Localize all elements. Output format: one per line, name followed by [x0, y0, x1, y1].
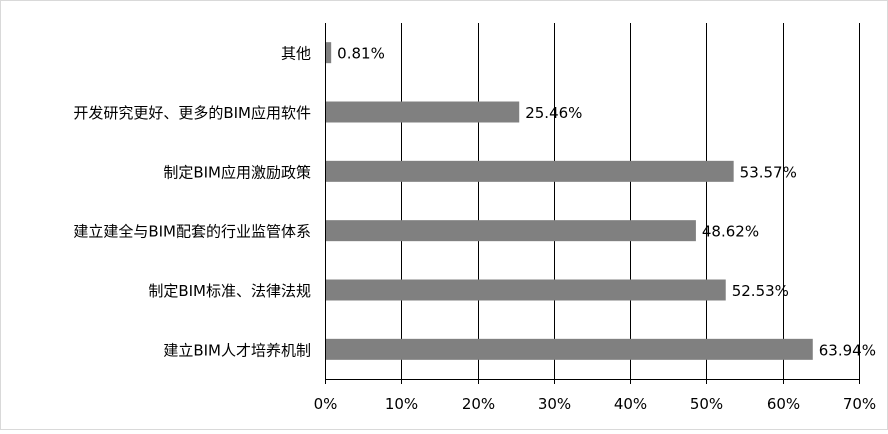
category-label: 制定BIM应用激励政策: [163, 163, 311, 181]
data-label: 63.94%: [819, 341, 876, 359]
x-tick-label: 70%: [843, 395, 876, 413]
x-tick-label: 30%: [538, 395, 571, 413]
category-label: 开发研究更好、更多的BIM应用软件: [73, 104, 311, 122]
x-tick-label: 60%: [767, 395, 800, 413]
category-label: 其他: [281, 45, 311, 63]
data-label: 25.46%: [525, 104, 582, 122]
category-label: 建立建全与BIM配套的行业监管体系: [73, 223, 311, 241]
data-label: 53.57%: [740, 163, 797, 181]
bar: [326, 42, 332, 64]
category-label: 制定BIM标准、法律法规: [148, 282, 311, 300]
bar: [326, 338, 813, 360]
x-tick-label: 50%: [690, 395, 723, 413]
x-tick-label: 0%: [314, 395, 338, 413]
x-tick-label: 10%: [385, 395, 418, 413]
bar: [326, 279, 726, 301]
data-label: 48.62%: [702, 223, 759, 241]
gridlines: [325, 23, 860, 384]
bar: [326, 220, 696, 242]
category-label: 建立BIM人才培养机制: [163, 341, 311, 359]
bars: [326, 42, 813, 360]
labels: 0% 10% 20% 30% 40% 50% 60% 70% 其他 0.81% 开发研究更好、更多的…: [73, 45, 876, 413]
bar: [326, 160, 734, 182]
data-label: 52.53%: [732, 282, 789, 300]
bar: [326, 101, 520, 123]
x-tick-label: 40%: [614, 395, 647, 413]
x-tick-label: 20%: [462, 395, 495, 413]
data-label: 0.81%: [337, 45, 385, 63]
